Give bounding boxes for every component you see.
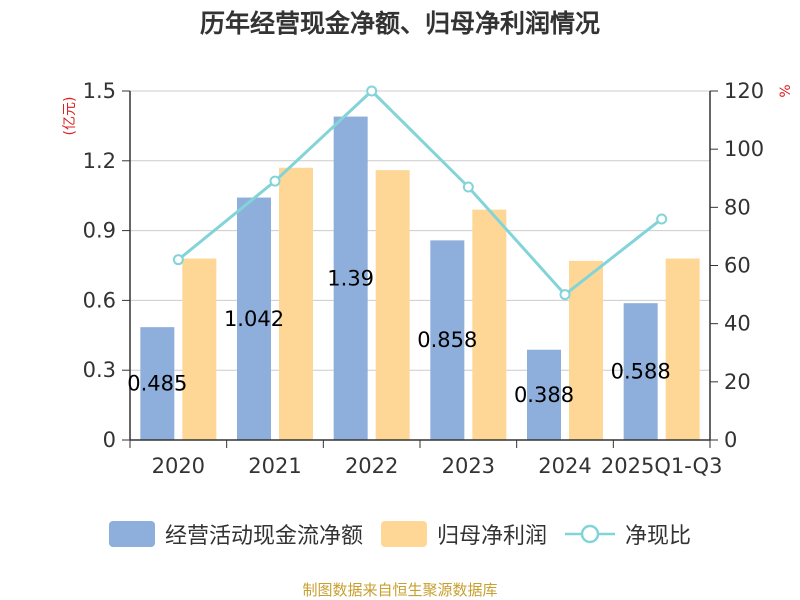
bar-cash-flow: [527, 349, 561, 440]
right-axis-tick-label: 120: [724, 79, 764, 103]
legend-swatch-net-profit: [380, 521, 427, 547]
source-note: 制图数据来自恒生聚源数据库: [302, 581, 498, 599]
bar-net-profit: [182, 258, 217, 440]
x-axis-tick-label: 2024: [538, 454, 591, 478]
ratio-point: [462, 181, 474, 193]
ratio-line: [177, 88, 663, 297]
bar-cash-flow: [140, 327, 175, 440]
left-axis-tick-label: 0: [103, 428, 116, 452]
legend-swatch-cash-flow: [108, 521, 155, 547]
ratio-point: [269, 175, 281, 187]
bar-value-label: 0.588: [611, 360, 671, 384]
left-axis-tick-label: 1.2: [83, 149, 116, 173]
ratio-point: [172, 254, 184, 266]
bar-cash-flow: [237, 197, 271, 440]
left-axis-tick-label: 0.6: [83, 288, 116, 312]
bar-net-profit: [279, 167, 313, 440]
legend-label-net-profit: 归母净利润: [436, 524, 547, 549]
legend-swatch-ratio-icon: [565, 524, 615, 544]
ratio-point: [559, 289, 571, 301]
x-axis-tick-label: 2021: [248, 454, 301, 478]
bar-net-profit: [665, 258, 700, 440]
right-axis-tick-label: 20: [724, 370, 751, 394]
bar-value-label: 1.39: [327, 266, 374, 290]
bar-cash-flow: [623, 303, 658, 440]
bar-value-label: 0.388: [514, 383, 574, 407]
left-axis-unit: (亿元): [62, 97, 78, 136]
legend-item-ratio[interactable]: 净现比: [565, 518, 691, 550]
right-axis-tick-label: 100: [724, 137, 764, 161]
legend-item-net-profit[interactable]: 归母净利润: [380, 518, 547, 550]
right-axis-tick-label: 40: [724, 312, 751, 336]
right-axis-tick-label: 60: [724, 254, 751, 278]
bar-net-profit: [569, 260, 603, 440]
right-axis-unit: %: [778, 84, 794, 97]
left-axis-tick-label: 0.9: [83, 219, 116, 243]
x-axis-tick-label: 2022: [345, 454, 398, 478]
legend-item-cash-flow[interactable]: 经营活动现金流净额: [108, 518, 363, 550]
left-axis-tick-label: 0.3: [83, 358, 116, 382]
legend-label-ratio: 净现比: [625, 524, 692, 549]
bar-value-label: 1.042: [224, 307, 284, 331]
x-axis-tick-label: 2023: [442, 454, 495, 478]
x-axis-tick-label: 2025Q1-Q3: [601, 454, 723, 478]
bar-value-label: 0.485: [127, 372, 187, 396]
ratio-point: [656, 213, 668, 225]
x-axis-tick-label: 2020: [152, 454, 205, 478]
left-axis-tick-label: 1.5: [83, 79, 116, 103]
bar-net-profit: [472, 209, 507, 440]
bar-cash-flow: [430, 240, 465, 440]
legend-label-cash-flow: 经营活动现金流净额: [164, 524, 363, 549]
bar-net-profit: [375, 170, 410, 440]
legend: 经营活动现金流净额 归母净利润 净现比: [0, 518, 800, 550]
right-axis-tick-label: 0: [724, 428, 737, 452]
ratio-point: [366, 85, 378, 97]
chart-title: 历年经营现金净额、归母净利润情况: [199, 9, 600, 38]
right-axis-tick-label: 80: [724, 195, 751, 219]
bar-cash-flow: [333, 116, 368, 441]
bar-value-label: 0.858: [417, 328, 477, 352]
